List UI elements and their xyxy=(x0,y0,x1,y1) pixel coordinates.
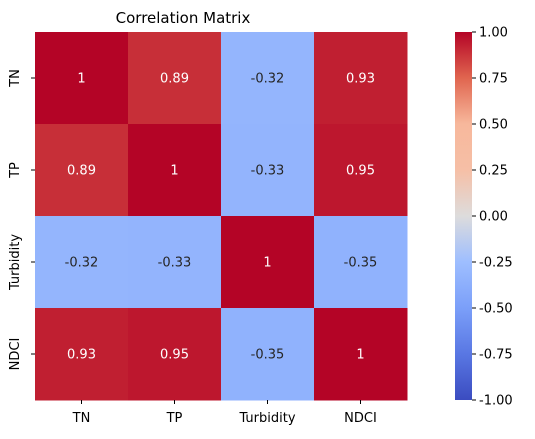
x-tick-label-ndci: NDCI xyxy=(344,411,377,426)
heatmap-cell-TN-Turbidity xyxy=(221,32,315,125)
heatmap-cell-TN-NDCI xyxy=(314,32,408,125)
chart-title: Correlation Matrix xyxy=(116,9,251,27)
heatmap-cell-Turbidity-TN xyxy=(35,216,129,309)
x-tick-label-tp: TP xyxy=(166,411,183,426)
heatmap-cell-Turbidity-Turbidity xyxy=(221,216,315,309)
cell-value-label: 1 xyxy=(263,256,271,271)
colorbar-tick-label: 0.50 xyxy=(479,118,508,133)
heatmap-cell-Turbidity-NDCI xyxy=(314,216,408,309)
y-tick-label-ndci: NDCI xyxy=(8,338,23,371)
heatmap-cell-labels: 1 0.89 -0.32 0.93 0.89 1 -0.33 0.95 -0.32 -0.33 1 -… xyxy=(65,72,378,363)
cell-value-label: -0.35 xyxy=(344,256,378,271)
cell-value-label: 1 xyxy=(356,348,364,363)
y-tick-label-turbidity: Turbidity xyxy=(8,234,23,291)
colorbar xyxy=(455,32,472,400)
y-tick-label-tp: TP xyxy=(8,162,23,179)
heatmap-cell-NDCI-TN xyxy=(35,308,129,401)
cell-value-label: 0.95 xyxy=(346,164,375,179)
colorbar-tick-label: 0.00 xyxy=(479,210,508,225)
cell-value-label: -0.32 xyxy=(65,256,99,271)
colorbar-tick-label: 1.00 xyxy=(479,26,508,41)
y-tick-label-tn: TN xyxy=(8,69,23,88)
colorbar-tick-label: -0.50 xyxy=(479,302,513,317)
heatmap-cell-NDCI-TP xyxy=(128,308,222,401)
cell-value-label: 0.93 xyxy=(346,72,375,87)
heatmap-cell-Turbidity-TP xyxy=(128,216,222,309)
cell-value-label: -0.33 xyxy=(158,256,192,271)
colorbar-tick-label: -1.00 xyxy=(479,394,513,409)
colorbar-ticks: 1.00 0.75 0.50 0.25 0.00 -0.25 -0.50 -0.75 -1.00 xyxy=(472,26,513,409)
heatmap-cells xyxy=(35,32,408,401)
cell-value-label: 0.93 xyxy=(67,348,96,363)
cell-value-label: 0.95 xyxy=(160,348,189,363)
colorbar-tick-label: 0.25 xyxy=(479,164,508,179)
colorbar-tick-label: -0.75 xyxy=(479,348,513,363)
colorbar-gradient xyxy=(455,32,472,400)
cell-value-label: -0.33 xyxy=(251,164,285,179)
x-axis: TN TP Turbidity NDCI xyxy=(72,400,377,426)
colorbar-tick-label: -0.25 xyxy=(479,256,513,271)
heatmap-cell-TN-TN xyxy=(35,32,129,125)
heatmap-cell-NDCI-Turbidity xyxy=(221,308,315,401)
cell-value-label: 1 xyxy=(170,164,178,179)
colorbar-tick-label: 0.75 xyxy=(479,72,508,87)
heatmap-cell-TP-Turbidity xyxy=(221,124,315,217)
cell-value-label: 0.89 xyxy=(67,164,96,179)
y-axis: TN TP Turbidity NDCI xyxy=(8,69,35,370)
cell-value-label: -0.35 xyxy=(251,348,285,363)
x-tick-label-tn: TN xyxy=(72,411,91,426)
heatmap-cell-NDCI-NDCI xyxy=(314,308,408,401)
heatmap-cell-TP-TP xyxy=(128,124,222,217)
cell-value-label: 1 xyxy=(77,72,85,87)
heatmap-cell-TN-TP xyxy=(128,32,222,125)
heatmap-cell-TP-TN xyxy=(35,124,129,217)
cell-value-label: 0.89 xyxy=(160,72,189,87)
cell-value-label: -0.32 xyxy=(251,72,285,87)
heatmap-cell-TP-NDCI xyxy=(314,124,408,217)
x-tick-label-turbidity: Turbidity xyxy=(238,411,295,426)
